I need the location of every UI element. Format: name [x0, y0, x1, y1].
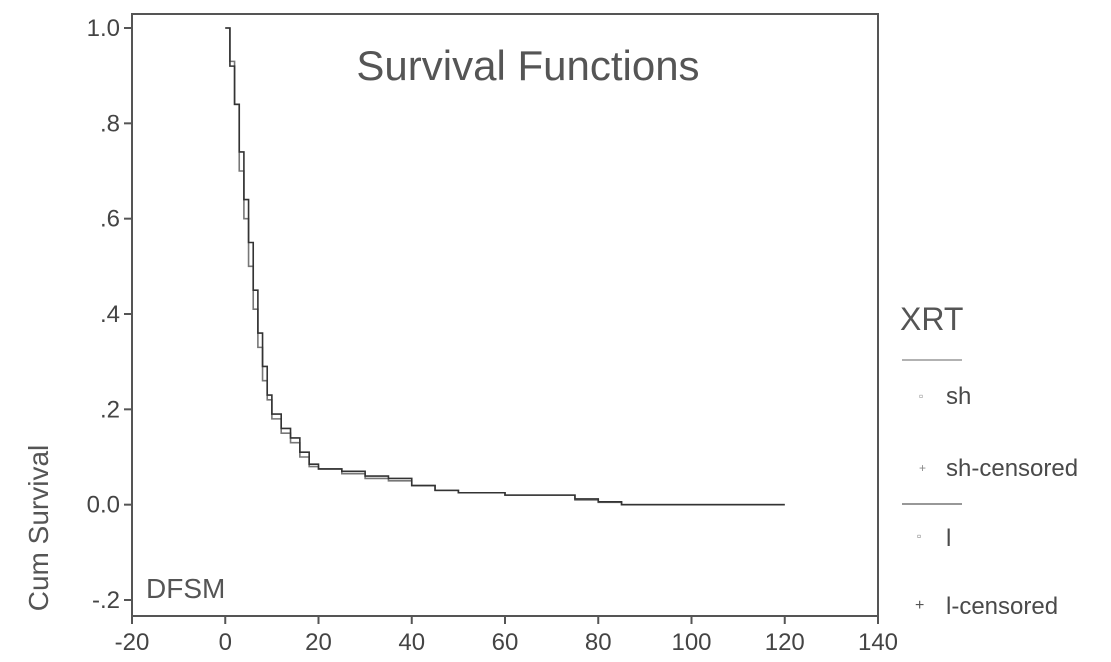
legend-entry-l-censored: l-censored	[946, 593, 1058, 620]
legend-marker-l: ▫	[917, 529, 921, 543]
legend-marker-sh: ▫	[919, 389, 923, 403]
y-tick-label: .8	[100, 110, 120, 137]
legend-marker-sh-censored: +	[919, 461, 926, 475]
y-tick-label: .6	[100, 206, 120, 233]
y-tick-label: .4	[100, 301, 120, 328]
legend-entry-l: l	[946, 525, 951, 552]
y-tick-label: 0.0	[87, 492, 120, 519]
legend-marker-l-censored: +	[915, 597, 924, 614]
legend-title: XRT	[900, 301, 963, 337]
y-ticks: 1.0 .8 .6 .4 .2 0.0 -.2	[87, 15, 132, 614]
series-line-l	[225, 27, 785, 506]
legend: XRT ▫ sh + sh-censored ▫ l + l-censored	[900, 301, 1078, 620]
series-group	[225, 27, 785, 506]
plot-frame	[131, 13, 879, 617]
y-tick-label: .2	[100, 396, 120, 423]
legend-entry-sh-censored: sh-censored	[946, 455, 1078, 482]
x-tick-label: 60	[492, 629, 519, 656]
x-tick-label: 20	[305, 629, 332, 656]
x-tick-label: -20	[115, 629, 150, 656]
y-axis-label: Cum Survival	[23, 445, 54, 611]
plot-annotation: DFSM	[146, 573, 225, 604]
legend-entry-sh: sh	[946, 383, 971, 410]
x-tick-label: 100	[671, 629, 711, 656]
x-tick-label: 80	[585, 629, 612, 656]
x-tick-label: 120	[765, 629, 805, 656]
y-tick-label: -.2	[92, 587, 120, 614]
x-tick-label: 40	[398, 629, 425, 656]
x-tick-label: 0	[219, 629, 232, 656]
series-line-sh	[225, 27, 785, 506]
y-tick-label: 1.0	[87, 15, 120, 42]
chart-title: Survival Functions	[356, 42, 699, 89]
x-tick-label: 140	[858, 629, 898, 656]
x-ticks: -20 0 20 40 60 80 100 120 140	[115, 616, 898, 656]
